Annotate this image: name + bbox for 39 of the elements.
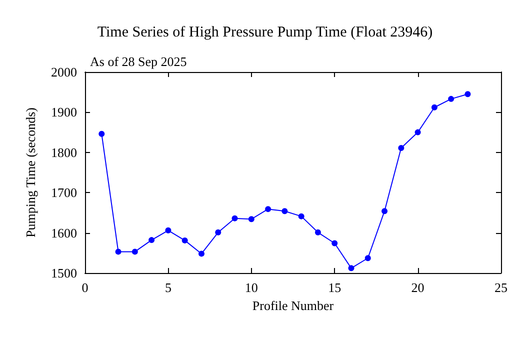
point [314, 229, 321, 236]
point [182, 237, 188, 244]
point [165, 227, 172, 234]
point [232, 215, 238, 222]
point [448, 96, 454, 102]
point [98, 130, 105, 137]
point [248, 216, 254, 222]
y-tick-label: 1500 [51, 266, 77, 280]
point [364, 255, 371, 262]
point [414, 129, 421, 136]
x-tick-label: 15 [328, 280, 342, 295]
x-tick-label: 25 [494, 280, 508, 295]
point [198, 250, 204, 257]
y-tick-label: 1600 [51, 225, 77, 240]
point [382, 208, 388, 214]
point [148, 237, 155, 244]
y-tick-label: 1900 [51, 104, 77, 120]
point [132, 248, 138, 255]
x-tick-label: 0 [82, 280, 88, 295]
point [332, 240, 338, 246]
y-tick-label: 1700 [51, 185, 77, 200]
chart-subtitle: As of 28 Sep 2025 [90, 54, 187, 69]
y-tick-label: 1800 [51, 144, 77, 160]
x-tick-label: 20 [411, 280, 424, 295]
point [431, 104, 438, 110]
point [464, 91, 471, 98]
point [398, 144, 404, 151]
point [298, 213, 304, 220]
point [282, 208, 288, 214]
x-tick-label: 5 [164, 280, 172, 295]
x-axis-title: Profile Number [252, 298, 334, 313]
point [348, 265, 354, 272]
point [265, 206, 272, 212]
y-tick-label: 2000 [51, 64, 77, 80]
chart-title: Time Series of High Pressure Pump Time (Float 23946) [97, 24, 433, 40]
x-tick-label: 10 [244, 280, 258, 295]
y-axis-title: Pumping Time (seconds) [23, 107, 38, 238]
point [215, 229, 222, 236]
point [115, 248, 122, 255]
